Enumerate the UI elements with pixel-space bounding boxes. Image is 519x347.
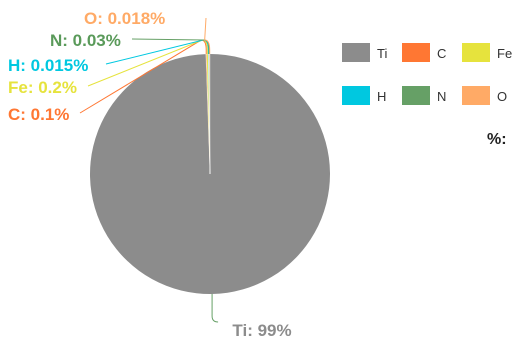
slice-label-fe: Fe: 0.2% bbox=[8, 78, 77, 97]
legend-label-fe: Fe bbox=[497, 46, 512, 61]
slice-label-h: H: 0.015% bbox=[8, 56, 88, 75]
legend-label-n: N bbox=[437, 89, 446, 104]
legend-label-o: O bbox=[497, 89, 507, 104]
legend: Ti C Fe H N O bbox=[342, 43, 512, 105]
unit-label: %: bbox=[487, 131, 507, 148]
legend-swatch-fe bbox=[462, 43, 490, 62]
leader-line-n bbox=[131, 38, 210, 55]
legend-label-c: C bbox=[437, 46, 446, 61]
label-leaders bbox=[79, 17, 219, 323]
legend-swatch-o bbox=[462, 86, 490, 105]
legend-swatch-c bbox=[402, 43, 430, 62]
legend-swatch-n bbox=[402, 86, 430, 105]
slice-label-c: C: 0.1% bbox=[8, 105, 69, 124]
legend-item-n[interactable]: N bbox=[402, 86, 446, 105]
slice-label-o: O: 0.018% bbox=[84, 9, 165, 28]
legend-item-ti[interactable]: Ti bbox=[342, 43, 387, 62]
leader-line-o bbox=[204, 17, 211, 55]
leader-line-ti bbox=[211, 293, 219, 323]
slice-label-ti: Ti: 99% bbox=[232, 321, 291, 340]
legend-label-h: H bbox=[377, 89, 386, 104]
legend-item-fe[interactable]: Fe bbox=[462, 43, 512, 62]
legend-item-c[interactable]: C bbox=[402, 43, 446, 62]
legend-item-o[interactable]: O bbox=[462, 86, 507, 105]
pie-slices bbox=[90, 53, 331, 294]
legend-swatch-h bbox=[342, 86, 370, 105]
slice-label-n: N: 0.03% bbox=[50, 31, 121, 50]
legend-swatch-ti bbox=[342, 43, 370, 62]
legend-label-ti: Ti bbox=[377, 46, 387, 61]
slice-labels: Ti: 99% C: 0.1% Fe: 0.2% H: 0.015% N: 0.03% O… bbox=[8, 9, 292, 340]
legend-item-h[interactable]: H bbox=[342, 86, 386, 105]
